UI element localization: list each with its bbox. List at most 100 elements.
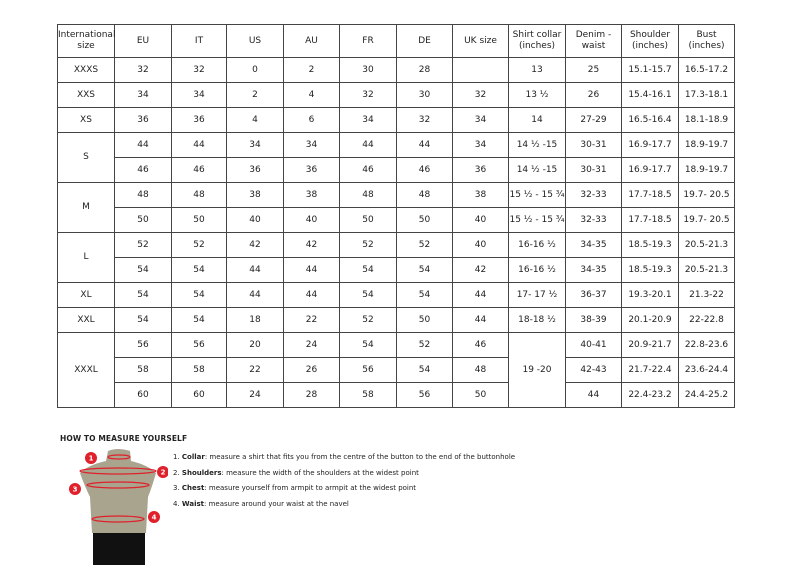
table-cell: 58 — [171, 357, 227, 383]
table-cell: 36 — [283, 157, 340, 183]
marker-4 — [148, 511, 160, 523]
table-cell: 52 — [339, 232, 397, 258]
international-size-cell: XXXS — [57, 57, 115, 83]
table-cell: 44 — [283, 282, 340, 308]
table-cell: 27-29 — [565, 107, 622, 133]
table-cell: 34 — [339, 107, 397, 133]
table-cell: 16-16 ½ — [508, 232, 566, 258]
step-waist: 4. Waist: measure around your waist at t… — [173, 499, 349, 508]
marker-3 — [69, 483, 81, 495]
table-row: 50 50 40 40 50 50 40 15 ½ - 15 ¾ 32-33 17.7-18.5 1… — [58, 207, 735, 233]
table-cell: 48 — [171, 182, 227, 208]
table-cell: 54 — [114, 307, 172, 333]
international-size-cell: XS — [57, 107, 115, 133]
international-size-cell: M — [57, 182, 115, 233]
table-cell: 44 — [114, 132, 172, 158]
table-cell: 15 ½ - 15 ¾ — [508, 207, 566, 233]
body-measurement-figure: 1 2 3 4 — [69, 449, 168, 565]
table-cell: 42 — [226, 232, 284, 258]
table-row: XXL 54 54 18 22 52 50 44 18-18 ½ 38-39 20.1-20.9 22… — [57, 307, 735, 333]
column-header: DE — [396, 24, 453, 58]
table-cell: 46 — [114, 157, 172, 183]
table-cell: 48 — [396, 182, 453, 208]
table-cell: 40-41 — [565, 332, 622, 358]
international-size-cell: S — [57, 132, 115, 183]
table-cell: 34 — [114, 82, 172, 108]
table-cell: 44 — [452, 307, 509, 333]
table-cell: 34 — [452, 107, 509, 133]
table-cell: 14 — [508, 107, 566, 133]
table-cell: 58 — [339, 382, 397, 408]
table-cell: 18-18 ½ — [508, 307, 566, 333]
table-cell: 54 — [114, 282, 172, 308]
column-header: Shirt collar (inches) — [508, 24, 566, 58]
table-cell: 19.3-20.1 — [621, 282, 679, 308]
table-cell: 40 — [226, 207, 284, 233]
table-cell: 22.8-23.6 — [678, 332, 735, 358]
table-cell: 19.7- 20.5 — [678, 207, 735, 233]
table-cell: 17.7-18.5 — [621, 182, 679, 208]
table-cell: 13 — [508, 57, 566, 83]
svg-text:1: 1 — [89, 455, 94, 463]
table-cell: 30 — [339, 57, 397, 83]
table-cell: 44 — [226, 282, 284, 308]
column-header: Bust (inches) — [678, 24, 735, 58]
table-cell: 36 — [171, 107, 227, 133]
table-cell: 50 — [396, 307, 453, 333]
table-cell: 50 — [339, 207, 397, 233]
table-cell: 34 — [452, 132, 509, 158]
table-cell: 46 — [396, 157, 453, 183]
table-cell: 21.7-22.4 — [621, 357, 679, 383]
table-cell: 20.5-21.3 — [678, 232, 735, 258]
table-cell: 44 — [283, 257, 340, 283]
table-cell: 34-35 — [565, 257, 622, 283]
table-cell: 24 — [226, 382, 284, 408]
table-cell: 48 — [452, 357, 509, 383]
international-size-cell: XXL — [57, 307, 115, 333]
table-cell: 16.9-17.7 — [621, 132, 679, 158]
table-cell: 24.4-25.2 — [678, 382, 735, 408]
table-cell: 42-43 — [565, 357, 622, 383]
table-cell: 34 — [171, 82, 227, 108]
header-row: International size EU IT US AU FR DE UK size Shi… — [57, 24, 735, 58]
table-cell: 17- 17 ½ — [508, 282, 566, 308]
table-cell: 24 — [283, 332, 340, 358]
table-cell: 18.1-18.9 — [678, 107, 735, 133]
table-cell: 60 — [114, 382, 172, 408]
table-cell: 15 ½ - 15 ¾ — [508, 182, 566, 208]
table-cell: 32 — [114, 57, 172, 83]
table-cell — [452, 57, 509, 83]
table-cell: 32 — [171, 57, 227, 83]
table-cell: 44 — [339, 132, 397, 158]
table-cell: 36-37 — [565, 282, 622, 308]
table-cell: 44 — [171, 132, 227, 158]
table-cell: 44 — [565, 382, 622, 408]
table-cell: 42 — [283, 232, 340, 258]
table-cell: 18.9-19.7 — [678, 157, 735, 183]
table-cell: 0 — [226, 57, 284, 83]
column-header: International size — [57, 24, 115, 58]
table-cell: 54 — [396, 357, 453, 383]
table-cell: 4 — [283, 82, 340, 108]
table-cell: 44 — [396, 132, 453, 158]
table-cell: 21.3-22 — [678, 282, 735, 308]
table-cell: 20.5-21.3 — [678, 257, 735, 283]
table-cell: 54 — [339, 332, 397, 358]
table-row: M 48 48 38 38 48 48 38 15 ½ - 15 ¾ 32-33 17.7-18.5… — [57, 182, 735, 233]
table-cell: 34 — [283, 132, 340, 158]
table-cell: 54 — [396, 282, 453, 308]
svg-text:2: 2 — [161, 469, 166, 477]
table-cell: 14 ½ -15 — [508, 132, 566, 158]
table-cell: 48 — [114, 182, 172, 208]
table-cell: 56 — [114, 332, 172, 358]
international-size-cell: XXXL — [57, 332, 115, 408]
table-cell: 50 — [114, 207, 172, 233]
table-cell: 38 — [452, 182, 509, 208]
table-cell: 40 — [452, 207, 509, 233]
table-cell: 32-33 — [565, 207, 622, 233]
table-cell: 22.4-23.2 — [621, 382, 679, 408]
table-row: XXXL 56 56 20 24 54 52 46 19 -20 40-41 20.9-21.7 22… — [57, 332, 735, 408]
column-header: Shoulder (inches) — [621, 24, 679, 58]
table-cell: 25 — [565, 57, 622, 83]
table-cell: 42 — [452, 257, 509, 283]
